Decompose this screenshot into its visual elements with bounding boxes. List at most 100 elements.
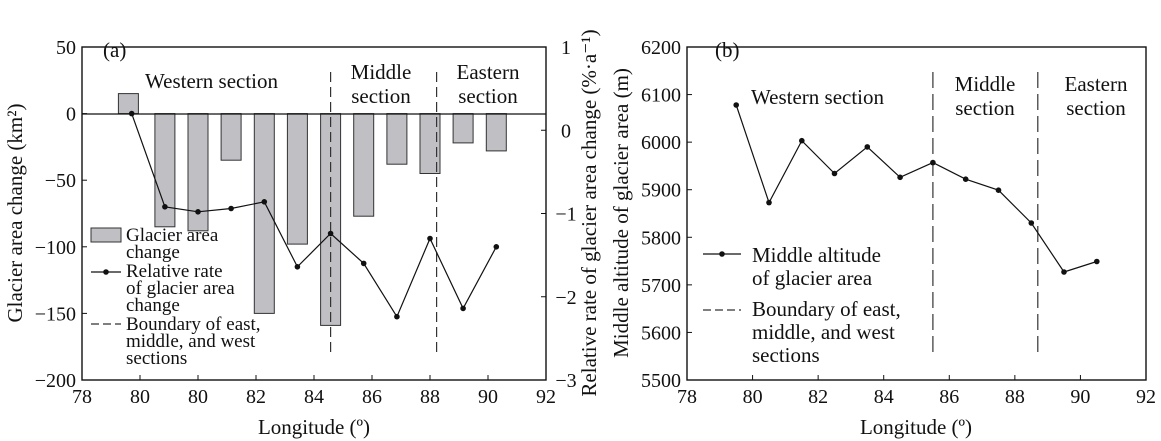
a-y-tick-label: 0 [66, 104, 76, 126]
a-rate-point [162, 204, 168, 210]
b-altitude-point [897, 174, 903, 181]
panel-b: 78 80 82 84 86 88 90 92 6200 6100 6000 5900 5800 570… [609, 37, 1156, 439]
a-bars [117, 93, 507, 326]
a-bar [353, 113, 375, 217]
a-y-tick-label: −200 [35, 370, 76, 392]
a-boundaries [330, 72, 438, 355]
a-bar [117, 93, 139, 115]
a-y-tick-label: −100 [35, 237, 76, 259]
a-bar [320, 113, 342, 326]
b-y-axis-label: Middle altitude of glacier area (m) [609, 68, 633, 358]
a-x-tick-label: 90 [478, 386, 498, 408]
b-y-tick-label: 6000 [641, 132, 681, 154]
a-x-tick-label: 86 [362, 386, 382, 408]
a-panel-tag: (a) [103, 38, 126, 62]
a-y2-tick-label: −1 [555, 204, 576, 226]
a-x-tick-label: 92 [536, 386, 556, 408]
b-section-middle-line2: section [955, 96, 1015, 120]
a-legend-bar-swatch [90, 227, 122, 243]
a-legend-line-marker [103, 269, 109, 275]
a-x-tick-label: 88 [420, 386, 440, 408]
b-altitude-point [733, 102, 739, 108]
a-y2-ticks: 1 0 −1 −2 −3 [541, 37, 577, 392]
b-legend-line-label-2: of glacier area [752, 266, 873, 290]
panel-a: 78 80 80 82 84 86 88 90 92 50 0 −50 −100 −150 −200 1 0… [3, 29, 601, 439]
b-altitude-point [962, 176, 969, 182]
b-legend-line-label-1: Middle altitude [752, 243, 881, 267]
b-section-east-line2: section [1066, 96, 1126, 120]
b-boundaries [932, 72, 1039, 357]
a-x-tick-label: 82 [246, 386, 266, 408]
a-y-tick-label: −150 [35, 303, 76, 325]
b-plot-frame [686, 46, 1147, 381]
b-altitude-line [733, 102, 1100, 275]
b-x-tick-label: 90 [1070, 386, 1090, 408]
b-y-tick-label: 6200 [641, 37, 681, 59]
a-y2-tick-label: 0 [561, 120, 571, 142]
a-legend-bar-label-1: Glacier area [126, 225, 219, 246]
a-y-tick-label: 50 [56, 37, 76, 59]
a-section-middle-line2: section [351, 84, 411, 108]
b-x-tick-label: 84 [874, 386, 894, 408]
a-legend: Glacier area change Relative rate of gla… [90, 225, 261, 369]
a-rate-point [128, 110, 135, 117]
b-altitude-point [1094, 258, 1100, 265]
b-x-tick-label: 78 [677, 386, 697, 408]
b-x-tick-label: 92 [1136, 386, 1156, 408]
a-x-ticks: 78 80 80 82 84 86 88 90 92 [72, 375, 556, 408]
b-altitude-point [799, 137, 805, 144]
a-legend-dash-label-3: sections [126, 348, 187, 369]
b-legend-dash-label-3: sections [752, 343, 820, 367]
b-legend-line-marker [719, 251, 725, 257]
b-y-tick-label: 6100 [641, 85, 681, 107]
b-legend: Middle altitude of glacier area Boundary… [703, 243, 901, 367]
a-legend-bar-label-2: change [126, 242, 180, 263]
a-bar [452, 113, 474, 144]
b-altitude-point [1061, 269, 1067, 275]
a-rate-point [360, 260, 367, 267]
b-section-middle-line1: Middle [955, 72, 1016, 96]
b-legend-dash-label-2: middle, and west [752, 320, 895, 344]
b-x-tick-label: 82 [808, 386, 828, 408]
a-bar [154, 113, 176, 228]
a-legend-line-label-2: of glacier area [126, 278, 235, 299]
a-x-axis-label: Longitude (º) [258, 415, 370, 439]
a-rate-point [327, 230, 334, 237]
b-y-ticks: 6200 6100 6000 5900 5800 5700 5600 5500 [641, 37, 692, 392]
b-altitude-point [930, 159, 936, 166]
a-rate-line [128, 110, 500, 320]
a-y2-tick-label: 1 [561, 37, 571, 59]
b-y-tick-label: 5900 [641, 180, 681, 202]
a-y-tick-label: −50 [45, 170, 76, 192]
b-legend-dash-label-1: Boundary of east, [752, 297, 901, 321]
a-rate-point [394, 313, 400, 320]
b-altitude-point [766, 199, 772, 206]
a-x-tick-label: 80 [130, 386, 150, 408]
a-rate-point [427, 235, 433, 242]
a-rate-point [228, 205, 234, 212]
a-legend-line-label-3: change [126, 295, 180, 316]
a-section-east-line1: Eastern [457, 60, 520, 84]
a-legend-line-label-1: Relative rate [126, 261, 223, 282]
a-bar [386, 113, 408, 165]
b-section-west: Western section [751, 85, 885, 109]
a-legend-dash-label-1: Boundary of east, [126, 314, 261, 335]
b-y-tick-label: 5500 [641, 370, 681, 392]
a-y2-axis-label: Relative rate of glacier area change (%·… [577, 29, 601, 396]
a-x-tick-label: 84 [304, 386, 324, 408]
a-section-middle-line1: Middle [351, 60, 412, 84]
b-x-tick-label: 80 [743, 386, 763, 408]
b-altitude-point [831, 170, 838, 177]
b-y-tick-label: 5700 [641, 275, 681, 297]
b-x-tick-label: 86 [939, 386, 959, 408]
b-altitude-point [995, 187, 1002, 193]
b-altitude-point [1028, 220, 1035, 226]
b-y-tick-label: 5600 [641, 322, 681, 344]
a-rate-point [195, 209, 201, 215]
a-y2-tick-label: −2 [555, 287, 576, 309]
b-altitude-polyline [735, 104, 1097, 273]
b-x-axis-label: Longitude (º) [860, 415, 972, 439]
a-section-east-line2: section [458, 84, 518, 108]
a-section-west: Western section [145, 69, 279, 93]
